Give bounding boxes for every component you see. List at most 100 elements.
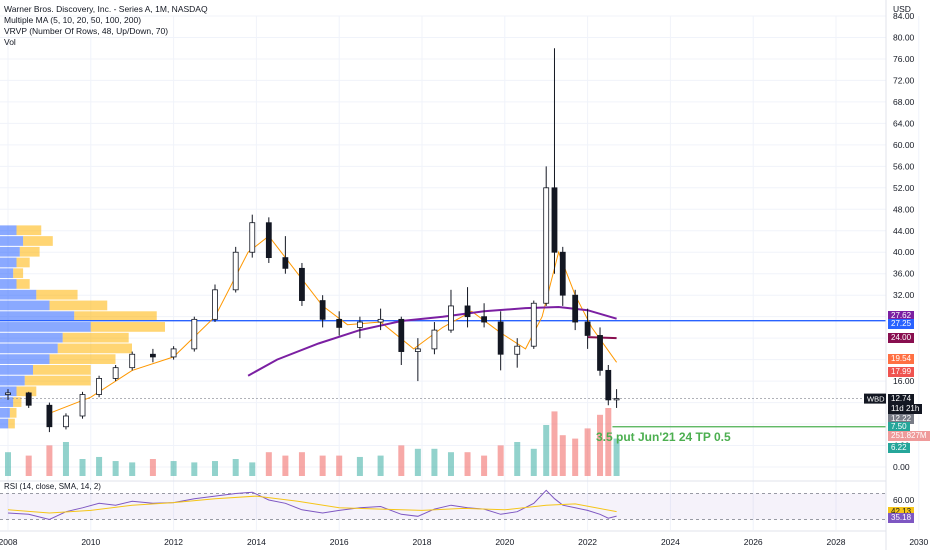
vp-row-down [57,343,132,354]
vp-row-down [16,257,30,268]
vp-row-up [0,343,58,354]
legend-ma[interactable]: Multiple MA (5, 10, 20, 50, 100, 200) [4,15,142,25]
volume-bar [149,459,156,476]
candle-body [356,321,363,328]
horizontal-lines [0,320,886,428]
price-tick-label: 68.00 [893,97,915,107]
candle-body [5,392,11,395]
legend-vol[interactable]: Vol [4,37,16,47]
volume-bar [398,445,405,476]
price-tick-label: 36.00 [893,269,915,279]
candle-body [63,415,69,428]
legend-vrvp[interactable]: VRVP (Number Of Rows, 48, Up/Down, 70) [4,26,169,36]
candle-body [481,316,488,323]
candle-body [584,321,591,336]
time-tick-label: 2012 [164,537,183,547]
price-badge: 27.62 [888,311,915,321]
candle-body [232,251,239,291]
candle-body [79,394,86,417]
time-tick-label: 2022 [578,537,597,547]
volume-bar [497,445,504,476]
vp-row-up [0,407,10,418]
candle-body [149,353,156,358]
candle-body [464,305,471,318]
volume-bar [572,438,579,476]
candle-body [431,329,438,350]
volume-bar [464,452,471,476]
vp-row-up [0,225,17,236]
time-axis[interactable]: 2008 2010 2012 2014 2016 2018 2020 2022 2024 2026… [0,530,929,547]
candle-body [572,294,579,323]
volume-bar [96,456,103,476]
vp-row-down [16,225,42,236]
volume-bar [605,408,612,476]
vp-row-down [36,289,78,300]
volume-bar [170,461,177,476]
price-badge: 12.22 [888,414,915,424]
price-badge: 251.827M [888,431,930,441]
chart-legend: Warner Bros. Discovery, Inc. - Series A,… [4,4,208,48]
vp-row-down [24,375,91,386]
volume-bars [5,408,620,476]
rsi-line [7,489,617,521]
candlesticks [5,48,620,433]
vp-row-up [0,268,14,279]
candle-body [112,367,119,379]
time-tick-label: 2026 [744,537,763,547]
vp-row-down [16,279,30,289]
time-tick-label: 2018 [413,537,432,547]
candle-body [613,398,620,401]
price-tick-label: 48.00 [893,204,915,214]
vp-row-up [0,354,50,364]
vp-row-up [0,322,91,332]
candle-body [448,305,454,331]
price-tick-label: 0.00 [893,462,910,472]
volume-bar [62,442,69,476]
time-tick-label: 2016 [330,537,349,547]
volume-bar [543,425,550,476]
candle-body [212,289,218,320]
price-tick-label: 84.00 [893,11,915,21]
candle-body [543,187,550,304]
vp-row-down [23,236,53,246]
price-tick-label: 16.00 [893,376,915,386]
time-tick-label: 2030 [909,537,928,547]
price-grid [0,15,920,530]
vp-row-down [9,407,17,418]
volume-bar [551,411,558,476]
vp-row-down [49,300,108,311]
time-tick-label: 2010 [81,537,100,547]
symbol-tag-text: WBD [867,395,885,404]
vp-row-up [0,397,14,407]
volume-bar [414,448,421,476]
candle-body [605,369,612,401]
price-badge: 27.25 [888,319,915,329]
vp-row-down [49,354,116,364]
price-tick-label: 40.00 [893,247,915,257]
price-badge: 12.74 [888,394,915,404]
volume-bar [431,448,438,476]
candle-body [265,222,272,259]
candle-body [377,318,384,323]
legend-title: Warner Bros. Discovery, Inc. - Series A,… [4,4,208,14]
volume-bar [319,455,326,476]
volume-bar [584,428,591,476]
price-badge: 17.99 [888,367,915,377]
vp-row-up [0,364,33,375]
trade-annotation[interactable]: 3.5 put Jun'21 24 TP 0.5 [596,430,731,444]
vp-row-up [0,332,63,343]
price-badge: 6.22 [888,443,910,453]
volume-bar [282,455,289,476]
vp-row-up [0,418,9,429]
time-tick-label: 2008 [0,537,18,547]
candle-body [249,222,256,253]
candle-body [514,345,521,355]
rsi-legend[interactable]: RSI (14, close, SMA, 14, 2) [4,482,101,491]
price-badge: 7.50 [888,422,910,432]
volume-bar [79,459,86,476]
vp-row-down [33,364,91,375]
price-badge: 19.54 [888,354,915,364]
candle-body [559,251,566,296]
volume-bar [559,435,566,476]
